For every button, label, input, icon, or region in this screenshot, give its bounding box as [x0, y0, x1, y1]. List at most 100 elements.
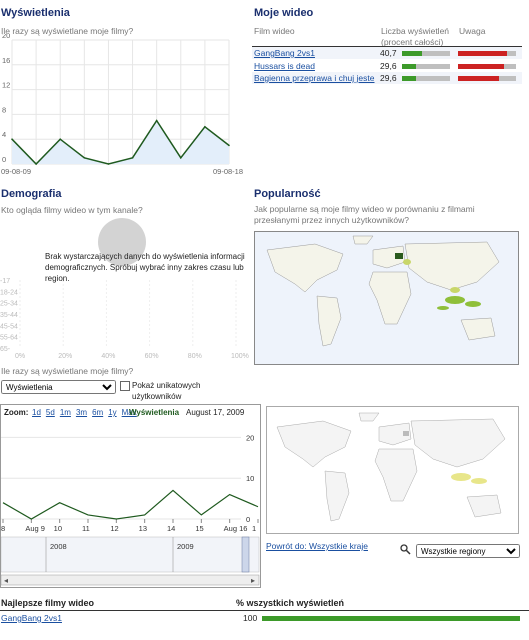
views-x-end: 09-08-18 [213, 167, 244, 176]
popularity-title: Popularność [254, 188, 321, 200]
views-y-tick: 4 [2, 130, 6, 139]
zoom-label: Zoom: [4, 408, 29, 417]
zoom-1y-link[interactable]: 1y [108, 408, 117, 417]
zoom-1d-link[interactable]: 1d [32, 408, 41, 417]
video-view-percent: 29,6 [380, 73, 397, 83]
views-area [12, 120, 229, 164]
popularity-world-map[interactable] [254, 231, 519, 365]
unique-users-label: Pokaż unikatowych użytkowników [132, 381, 201, 401]
views-subtitle: Ile razy są wyświetlane moje filmy? [1, 26, 134, 36]
views-data-point [228, 144, 230, 147]
age-label: 65- [0, 346, 11, 353]
age-label: 45-54 [0, 323, 18, 330]
video-row: GangBang 2vs1 40,7 [252, 47, 522, 59]
africa-shape [368, 271, 412, 325]
age-label: 35-44 [0, 312, 18, 319]
range-navigator [1, 536, 260, 573]
timeline-y-tick: 10 [246, 474, 254, 483]
views-data-point [131, 157, 134, 159]
demography-no-data-message: Brak wystarczających danych do wyświetle… [45, 252, 245, 283]
views-data-point [11, 138, 13, 140]
timeline-x-tick: 11 [82, 524, 90, 533]
europe-shape [372, 245, 406, 269]
views-y-tick: 8 [2, 105, 6, 114]
zoom-1m-link[interactable]: 1m [59, 408, 71, 417]
views-data-point [155, 119, 158, 122]
video-title-link[interactable]: Bagienna przeprawa i chuj jeste [254, 73, 375, 83]
unique-users-checkbox[interactable] [120, 381, 130, 391]
scroll-left-arrow: ◂ [4, 576, 8, 585]
demography-placeholder-circle [98, 218, 146, 266]
timeline-series-line [2, 489, 259, 520]
top-video-link[interactable]: GangBang 2vs1 [1, 613, 62, 623]
views-bar [402, 76, 450, 81]
poland-highlight [395, 253, 403, 259]
north-america-shape [266, 243, 344, 293]
views-title: Wyświetlenia [1, 7, 70, 19]
scroll-right-arrow: ▸ [251, 576, 255, 585]
attention-bar [458, 63, 516, 69]
demography-chart: -17 18-24 25-34 35-44 45-54 55-64 65- 0% 20% 40% 6… [0, 218, 249, 360]
timeline-x-tick: 13 [139, 524, 147, 533]
demography-x-tick: 40% [101, 353, 115, 360]
video-title-link[interactable]: Hussars is dead [254, 60, 315, 71]
col-video-header: Film wideo [254, 26, 295, 36]
views-data-point [179, 157, 182, 159]
search-icon [400, 544, 411, 558]
timeline-year-label: 2008 [50, 542, 67, 551]
views-y-tick: 16 [2, 56, 10, 65]
views-y-tick: 0 [2, 155, 6, 164]
video-view-percent: 40,7 [380, 48, 397, 58]
views-data-point [59, 138, 62, 140]
views-y-tick: 12 [2, 81, 10, 90]
demography-x-tick: 80% [188, 353, 202, 360]
col-attention-header: Uwaga [459, 26, 486, 36]
zoom-3m-link[interactable]: 3m [75, 408, 88, 417]
views-line-chart: 20 16 12 8 4 0 [2, 34, 230, 166]
top-videos-title: Najlepsze filmy wideo [1, 598, 95, 608]
popularity-subtitle: Jak popularne są moje filmy wideo w poró… [254, 204, 475, 225]
timeline-x-tick: 10 [54, 524, 62, 533]
views-data-point [107, 163, 110, 165]
video-title-link[interactable]: GangBang 2vs1 [254, 48, 315, 58]
views-bar [402, 51, 450, 56]
region-select[interactable]: Wszystkie regiony [416, 544, 520, 558]
timeline-year-label: 2009 [177, 542, 194, 551]
greenland-shape [352, 235, 374, 245]
top-video-bar [262, 616, 520, 621]
timeline-chart: 20 10 0 8 Aug 9 10 11 12 13 14 15 Aug 16 1 2008 2009… [1, 433, 260, 586]
views-data-point [83, 157, 86, 159]
age-label: 18-24 [0, 289, 18, 296]
back-to-all-countries-link[interactable]: Powrót do: Wszystkie kraje [266, 541, 369, 551]
timeline-x-tick: Aug 16 [224, 524, 248, 533]
views-series-line [11, 119, 230, 166]
my-videos-title: Moje wideo [254, 7, 314, 19]
range-handle[interactable] [241, 536, 250, 573]
zoom-5d-link[interactable]: 5d [45, 408, 55, 417]
views-y-tick: 20 [2, 34, 10, 40]
demography-x-tick: 0% [15, 353, 25, 360]
timeline-question: Ile razy są wyświetlane moje filmy? [1, 366, 134, 376]
range-scrollbar[interactable] [1, 574, 260, 586]
zoom-6m-link[interactable]: 6m [92, 408, 104, 417]
timeline-y-tick: 20 [246, 433, 254, 442]
demography-subtitle: Kto ogląda filmy wideo w tym kanale? [1, 205, 143, 215]
age-label: 25-34 [0, 301, 18, 308]
region-world-map[interactable] [266, 406, 519, 534]
timeline-x-tick: Aug 9 [25, 524, 45, 533]
age-label: -17 [0, 278, 10, 285]
zoom-Max-link[interactable]: Max [121, 408, 137, 417]
demography-x-tick: 100% [231, 353, 249, 360]
timeline-x-tick: 12 [110, 524, 118, 533]
attention-bar [458, 51, 516, 56]
series-label: Wyświetlenia [129, 408, 180, 417]
timeline-x-tick: 14 [167, 524, 175, 533]
table-header-divider [252, 46, 522, 47]
south-america-shape [316, 295, 342, 347]
views-data-point [204, 126, 206, 128]
views-x-start: 09-08-09 [1, 167, 32, 176]
metric-select[interactable]: Wyświetlenia [1, 380, 116, 394]
video-view-percent: 29,6 [380, 60, 397, 71]
age-label: 55-64 [0, 335, 18, 342]
top-videos-divider [0, 610, 529, 611]
